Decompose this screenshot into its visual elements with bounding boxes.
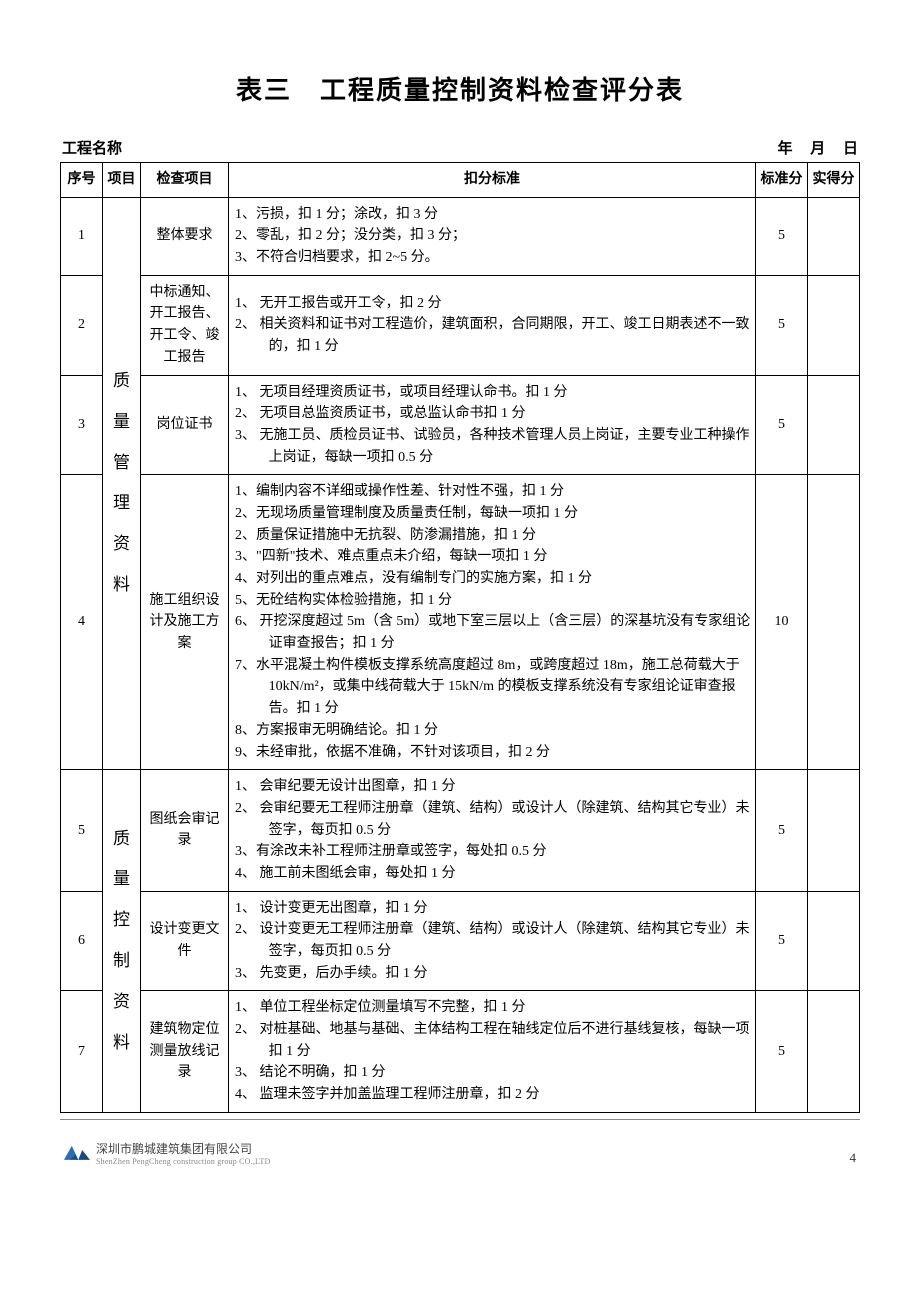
cell-seq: 4 xyxy=(61,475,103,770)
criteria-line: 1、 无开工报告或开工令，扣 2 分 xyxy=(235,293,751,315)
cell-score xyxy=(808,197,860,275)
scoring-table: 序号 项目 检查项目 扣分标准 标准分 实得分 1质量管理资料整体要求1、污损，… xyxy=(60,162,860,1113)
criteria-line: 2、 对桩基础、地基与基础、主体结构工程在轴线定位后不进行基线复核，每缺一项扣 … xyxy=(235,1019,751,1062)
page-title: 表三 工程质量控制资料检查评分表 xyxy=(60,70,860,107)
cell-score xyxy=(808,991,860,1112)
cell-criteria: 1、 无项目经理资质证书，或项目经理认命书。扣 1 分2、 无项目总监资质证书，… xyxy=(229,375,756,475)
table-row: 6设计变更文件1、 设计变更无出图章，扣 1 分2、 设计变更无工程师注册章（建… xyxy=(61,891,860,991)
cell-category: 质量控制资料 xyxy=(103,770,141,1113)
cell-score xyxy=(808,275,860,375)
criteria-line: 1、 无项目经理资质证书，或项目经理认命书。扣 1 分 xyxy=(235,382,751,404)
cell-score xyxy=(808,770,860,891)
cell-seq: 3 xyxy=(61,375,103,475)
criteria-line: 3、 先变更，后办手续。扣 1 分 xyxy=(235,963,751,985)
cell-standard: 5 xyxy=(756,197,808,275)
cell-item: 设计变更文件 xyxy=(141,891,229,991)
page-footer: 深圳市鹏城建筑集团有限公司 ShenZhen PengCheng constru… xyxy=(60,1140,860,1166)
month-label: 月 xyxy=(810,137,825,158)
cell-seq: 7 xyxy=(61,991,103,1112)
criteria-line: 8、方案报审无明确结论。扣 1 分 xyxy=(235,720,751,742)
cell-standard: 5 xyxy=(756,375,808,475)
table-body: 1质量管理资料整体要求1、污损，扣 1 分；涂改，扣 3 分2、零乱，扣 2 分… xyxy=(61,197,860,1112)
criteria-line: 4、 监理未签字并加盖监理工程师注册章，扣 2 分 xyxy=(235,1084,751,1106)
criteria-line: 2、质量保证措施中无抗裂、防渗漏措施，扣 1 分 xyxy=(235,525,751,547)
criteria-line: 1、 设计变更无出图章，扣 1 分 xyxy=(235,898,751,920)
criteria-line: 9、未经审批，依据不准确，不针对该项目，扣 2 分 xyxy=(235,742,751,764)
cell-standard: 10 xyxy=(756,475,808,770)
criteria-line: 3、 无施工员、质检员证书、试验员，各种技术管理人员上岗证，主要专业工种操作上岗… xyxy=(235,425,751,468)
cell-standard: 5 xyxy=(756,891,808,991)
table-row: 2中标通知、开工报告、开工令、竣工报告1、 无开工报告或开工令，扣 2 分2、 … xyxy=(61,275,860,375)
criteria-line: 2、无现场质量管理制度及质量责任制，每缺一项扣 1 分 xyxy=(235,503,751,525)
th-standard: 标准分 xyxy=(756,163,808,198)
page-number: 4 xyxy=(850,1150,857,1166)
criteria-line: 2、 无项目总监资质证书，或总监认命书扣 1 分 xyxy=(235,403,751,425)
cell-item: 整体要求 xyxy=(141,197,229,275)
footer-rule xyxy=(60,1119,860,1120)
criteria-line: 2、 设计变更无工程师注册章（建筑、结构）或设计人（除建筑、结构其它专业）未签字… xyxy=(235,919,751,962)
criteria-line: 2、零乱，扣 2 分；没分类，扣 3 分； xyxy=(235,225,751,247)
criteria-line: 3、"四新"技术、难点重点未介绍，每缺一项扣 1 分 xyxy=(235,546,751,568)
cell-criteria: 1、 会审纪要无设计出图章，扣 1 分2、 会审纪要无工程师注册章（建筑、结构）… xyxy=(229,770,756,891)
cell-standard: 5 xyxy=(756,770,808,891)
cell-item: 岗位证书 xyxy=(141,375,229,475)
cell-standard: 5 xyxy=(756,991,808,1112)
cell-item: 建筑物定位测量放线记录 xyxy=(141,991,229,1112)
cell-item: 中标通知、开工报告、开工令、竣工报告 xyxy=(141,275,229,375)
criteria-line: 4、 施工前未图纸会审，每处扣 1 分 xyxy=(235,863,751,885)
criteria-line: 5、无砼结构实体检验措施，扣 1 分 xyxy=(235,590,751,612)
criteria-line: 1、 单位工程坐标定位测量填写不完整，扣 1 分 xyxy=(235,997,751,1019)
th-item: 检查项目 xyxy=(141,163,229,198)
project-name-label: 工程名称 xyxy=(62,137,122,158)
criteria-line: 1、 会审纪要无设计出图章，扣 1 分 xyxy=(235,776,751,798)
criteria-line: 7、水平混凝土构件模板支撑系统高度超过 8m，或跨度超过 18m，施工总荷载大于… xyxy=(235,655,751,720)
cell-score xyxy=(808,891,860,991)
table-row: 5质量控制资料图纸会审记录1、 会审纪要无设计出图章，扣 1 分2、 会审纪要无… xyxy=(61,770,860,891)
criteria-line: 1、编制内容不详细或操作性差、针对性不强，扣 1 分 xyxy=(235,481,751,503)
criteria-line: 2、 会审纪要无工程师注册章（建筑、结构）或设计人（除建筑、结构其它专业）未签字… xyxy=(235,798,751,841)
cell-criteria: 1、 单位工程坐标定位测量填写不完整，扣 1 分2、 对桩基础、地基与基础、主体… xyxy=(229,991,756,1112)
cell-seq: 6 xyxy=(61,891,103,991)
cell-score xyxy=(808,475,860,770)
th-seq: 序号 xyxy=(61,163,103,198)
cell-standard: 5 xyxy=(756,275,808,375)
criteria-line: 3、有涂改未补工程师注册章或签字，每处扣 0.5 分 xyxy=(235,841,751,863)
table-row: 1质量管理资料整体要求1、污损，扣 1 分；涂改，扣 3 分2、零乱，扣 2 分… xyxy=(61,197,860,275)
table-row: 3岗位证书1、 无项目经理资质证书，或项目经理认命书。扣 1 分2、 无项目总监… xyxy=(61,375,860,475)
table-row: 7建筑物定位测量放线记录1、 单位工程坐标定位测量填写不完整，扣 1 分2、 对… xyxy=(61,991,860,1112)
criteria-line: 4、对列出的重点难点，没有编制专门的实施方案，扣 1 分 xyxy=(235,568,751,590)
table-header-row: 序号 项目 检查项目 扣分标准 标准分 实得分 xyxy=(61,163,860,198)
company-name-cn: 深圳市鹏城建筑集团有限公司 xyxy=(96,1140,270,1157)
th-score: 实得分 xyxy=(808,163,860,198)
footer-company: 深圳市鹏城建筑集团有限公司 ShenZhen PengCheng constru… xyxy=(64,1140,270,1166)
cell-item: 图纸会审记录 xyxy=(141,770,229,891)
criteria-line: 6、 开挖深度超过 5m（含 5m）或地下室三层以上（含三层）的深基坑没有专家组… xyxy=(235,611,751,654)
cell-criteria: 1、 无开工报告或开工令，扣 2 分2、 相关资料和证书对工程造价，建筑面积，合… xyxy=(229,275,756,375)
header-line: 工程名称 年 月 日 xyxy=(60,137,860,158)
cell-seq: 2 xyxy=(61,275,103,375)
cell-category: 质量管理资料 xyxy=(103,197,141,770)
cell-criteria: 1、污损，扣 1 分；涂改，扣 3 分2、零乱，扣 2 分；没分类，扣 3 分；… xyxy=(229,197,756,275)
th-criteria: 扣分标准 xyxy=(229,163,756,198)
day-label: 日 xyxy=(843,137,858,158)
cell-seq: 5 xyxy=(61,770,103,891)
company-name-en: ShenZhen PengCheng construction group CO… xyxy=(96,1157,270,1166)
cell-score xyxy=(808,375,860,475)
cell-seq: 1 xyxy=(61,197,103,275)
criteria-line: 3、 结论不明确，扣 1 分 xyxy=(235,1062,751,1084)
criteria-line: 3、不符合归档要求，扣 2~5 分。 xyxy=(235,247,751,269)
date-labels: 年 月 日 xyxy=(763,137,858,158)
year-label: 年 xyxy=(777,137,792,158)
cell-criteria: 1、编制内容不详细或操作性差、针对性不强，扣 1 分2、无现场质量管理制度及质量… xyxy=(229,475,756,770)
table-row: 4施工组织设计及施工方案1、编制内容不详细或操作性差、针对性不强，扣 1 分2、… xyxy=(61,475,860,770)
company-logo-icon xyxy=(64,1146,90,1160)
criteria-line: 1、污损，扣 1 分；涂改，扣 3 分 xyxy=(235,204,751,226)
th-category: 项目 xyxy=(103,163,141,198)
cell-criteria: 1、 设计变更无出图章，扣 1 分2、 设计变更无工程师注册章（建筑、结构）或设… xyxy=(229,891,756,991)
criteria-line: 2、 相关资料和证书对工程造价，建筑面积，合同期限，开工、竣工日期表述不一致的，… xyxy=(235,314,751,357)
cell-item: 施工组织设计及施工方案 xyxy=(141,475,229,770)
